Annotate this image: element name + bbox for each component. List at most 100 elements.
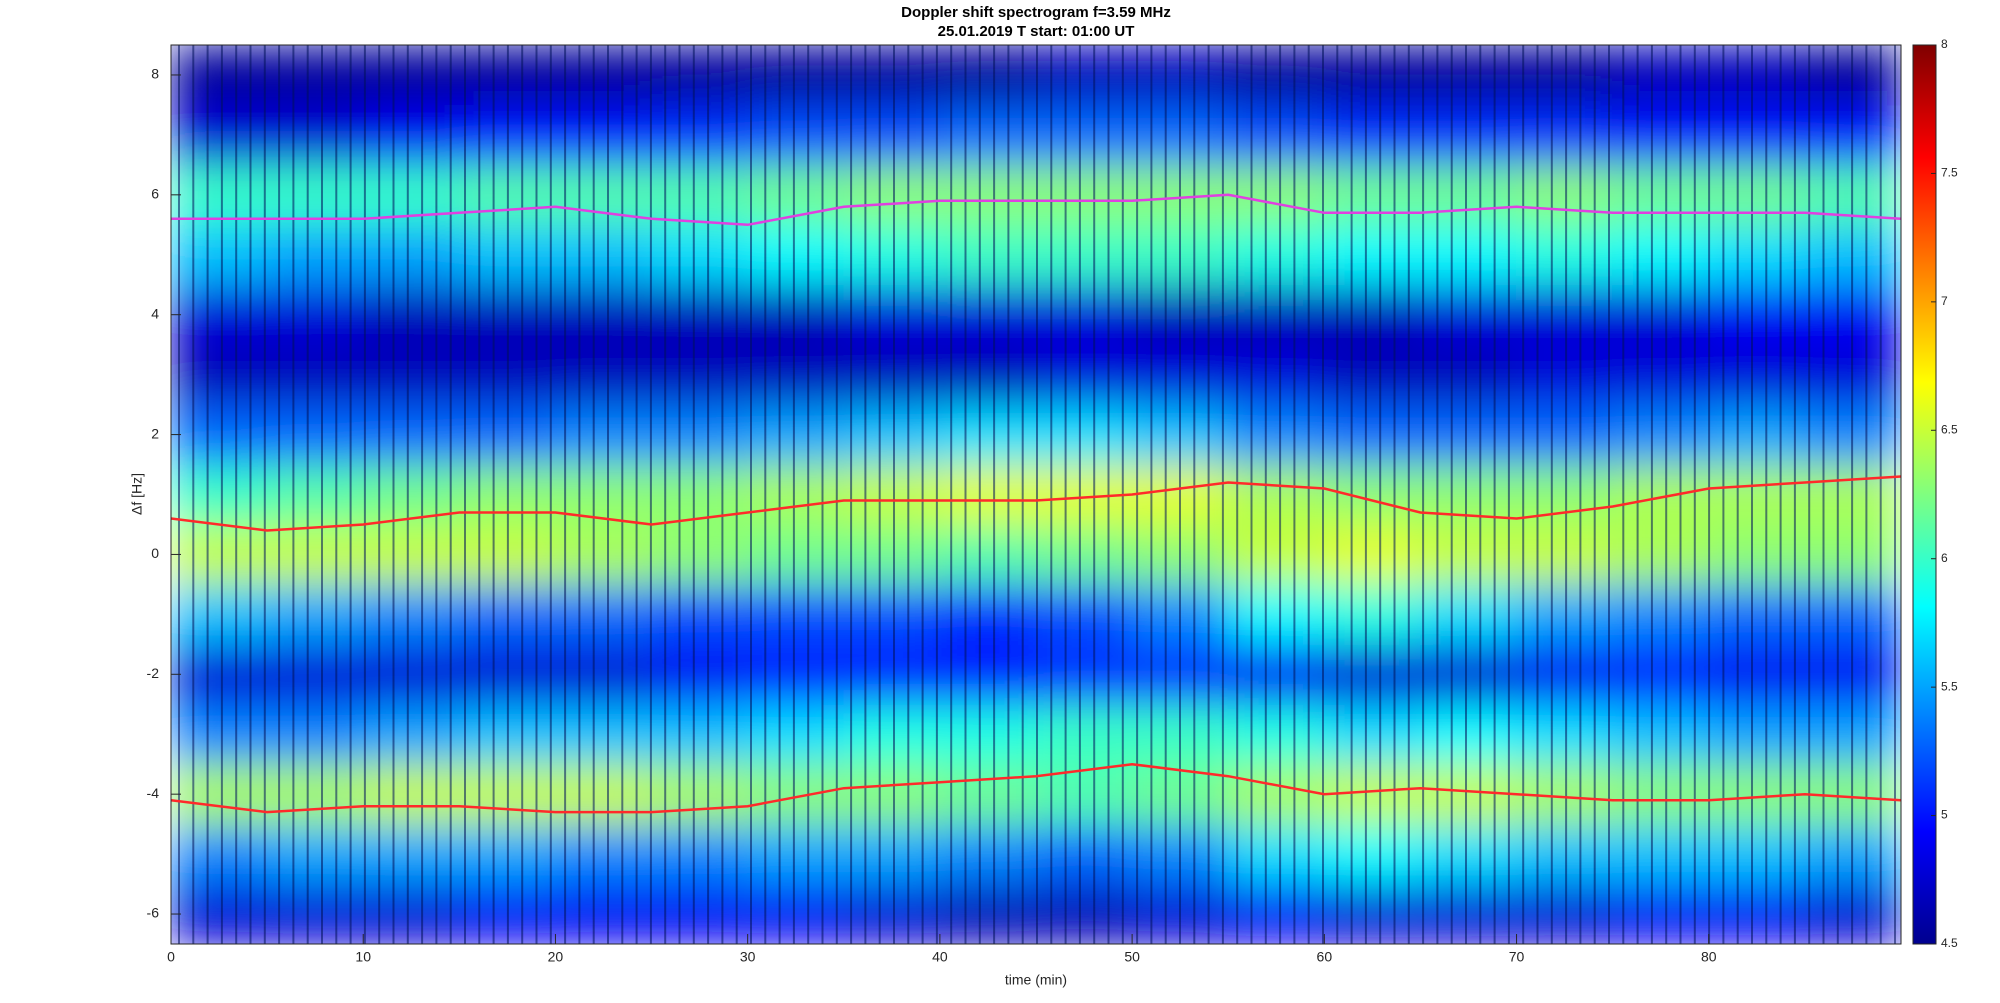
x-tick-label: 70 — [1509, 949, 1525, 965]
heat-cell — [1227, 763, 1325, 825]
heat-cell — [266, 404, 364, 466]
heat-cell — [843, 224, 941, 286]
heat-cell — [651, 523, 749, 585]
heat-cell — [939, 344, 1037, 406]
heat-cell — [747, 104, 845, 166]
heat-cell — [1035, 823, 1133, 885]
heat-cell — [362, 404, 460, 466]
heat-cell — [843, 284, 941, 346]
heat-cell — [171, 883, 268, 944]
heat-cell — [939, 883, 1037, 944]
heat-cell — [939, 643, 1037, 705]
heat-cell — [939, 224, 1037, 286]
y-axis-label: Δf [Hz] — [129, 473, 145, 515]
x-tick-label: 30 — [740, 949, 756, 965]
heat-cell — [1035, 224, 1133, 286]
heat-cell — [651, 284, 749, 346]
heat-cell — [1516, 45, 1614, 106]
heat-cell — [171, 344, 268, 406]
heat-cell — [1612, 523, 1710, 585]
heat-cell — [1612, 763, 1710, 825]
heat-cell — [939, 583, 1037, 645]
heat-cell — [362, 583, 460, 645]
heat-cell — [1612, 104, 1710, 166]
heat-cell — [1227, 703, 1325, 765]
colorbar-tick-label: 4.5 — [1941, 936, 1958, 950]
heat-cell — [747, 763, 845, 825]
plot-frame — [170, 44, 1902, 945]
heat-cell — [1612, 45, 1710, 106]
heat-cell — [1035, 104, 1133, 166]
heat-cell — [843, 344, 941, 406]
heat-cell — [747, 344, 845, 406]
heat-cell — [1323, 643, 1421, 705]
heat-cell — [362, 763, 460, 825]
heat-cell — [1419, 883, 1518, 944]
heat-cell — [1612, 643, 1710, 705]
heat-cell — [1227, 164, 1325, 226]
heat-cell — [651, 45, 749, 106]
colorbar-tick-label: 6.5 — [1941, 422, 1958, 436]
heat-cell — [651, 883, 749, 944]
heat-cell — [362, 344, 460, 406]
heat-cell — [651, 404, 749, 466]
heat-cell — [747, 643, 845, 705]
heat-cell — [1708, 404, 1806, 466]
heat-cell — [1516, 464, 1614, 525]
heat-cell — [171, 404, 268, 466]
heat-cell — [1227, 45, 1325, 106]
heat-cell — [362, 45, 460, 106]
heat-cell — [1612, 464, 1710, 525]
heat-cell — [1035, 523, 1133, 585]
heat-cell — [1612, 284, 1710, 346]
heat-cell — [1323, 284, 1421, 346]
heat-cell — [651, 104, 749, 166]
heat-cell — [1612, 883, 1710, 944]
heat-cell — [1323, 583, 1421, 645]
time-stripes — [178, 45, 1896, 944]
heat-cell — [266, 344, 364, 406]
axes: 0 10 20 30 40 50 60 70 80 -6 -4 -2 0 2 4 6 8 4.5 5 5.5 6 6.5 7… — [147, 37, 1958, 965]
heat-cell — [1708, 344, 1806, 406]
heat-cell — [1035, 883, 1133, 944]
x-tick-label: 0 — [167, 949, 175, 965]
heat-cell — [843, 164, 941, 226]
heat-cell — [362, 224, 460, 286]
heat-cell — [1323, 703, 1421, 765]
heat-cell — [1516, 703, 1614, 765]
heat-cell — [1227, 284, 1325, 346]
heat-cell — [1227, 104, 1325, 166]
heat-cell — [171, 643, 268, 705]
heat-cell — [266, 224, 364, 286]
heat-cell — [362, 883, 460, 944]
heat-cell — [1419, 284, 1518, 346]
y-tick-label: -4 — [147, 785, 160, 801]
heat-cell — [1227, 464, 1325, 525]
heat-cell — [1516, 224, 1614, 286]
colorbar-tick-label: 5 — [1941, 808, 1948, 822]
heat-cell — [1419, 523, 1518, 585]
heat-cell — [1516, 523, 1614, 585]
heat-cell — [939, 45, 1037, 106]
x-tick-label: 40 — [932, 949, 948, 965]
heat-cell — [939, 523, 1037, 585]
heat-cell — [1227, 823, 1325, 885]
x-tick-label: 80 — [1701, 949, 1717, 965]
heat-cell — [843, 703, 941, 765]
heat-cell — [1708, 643, 1806, 705]
heat-cell — [651, 823, 749, 885]
x-tick-label: 20 — [548, 949, 564, 965]
heat-cell — [1323, 45, 1421, 106]
heat-cell — [362, 643, 460, 705]
heat-cell — [1419, 344, 1518, 406]
heat-cell — [1323, 344, 1421, 406]
heat-cell — [171, 763, 268, 825]
heat-cell — [1035, 703, 1133, 765]
heat-cell — [266, 763, 364, 825]
heat-cell — [1227, 883, 1325, 944]
heat-cell — [1516, 583, 1614, 645]
heat-cell — [1227, 224, 1325, 286]
heat-cell — [266, 164, 364, 226]
heat-cell — [843, 883, 941, 944]
